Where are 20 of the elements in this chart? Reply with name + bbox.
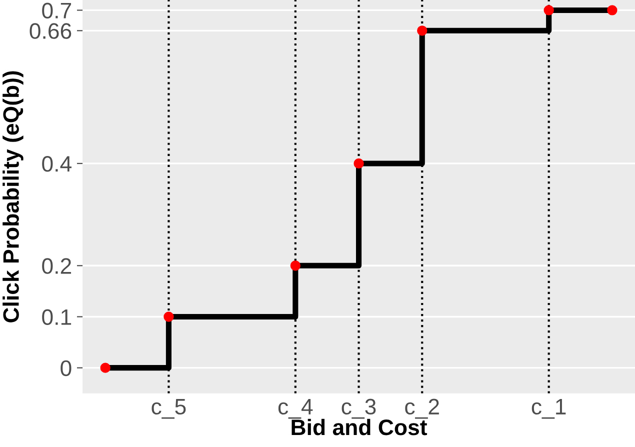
x-tick-label: c_5 — [152, 399, 186, 419]
y-tick-label: 0 — [60, 360, 72, 376]
y-tick-label: 0.66 — [30, 23, 72, 39]
y-axis-title: Click Probability (eQ(b)) — [2, 71, 24, 322]
point — [544, 5, 554, 16]
y-tick-label: 0.1 — [42, 309, 72, 325]
point — [290, 260, 301, 271]
point — [417, 26, 428, 36]
y-tick-label: 0.4 — [42, 156, 72, 172]
point — [607, 5, 618, 16]
x-axis-title: Bid and Cost — [292, 418, 428, 436]
point — [164, 312, 174, 322]
y-tick-label: 0.2 — [42, 258, 72, 274]
x-tick-label: c_4 — [278, 399, 313, 419]
x-tick-label: c_2 — [405, 398, 439, 419]
y-tick-label: 0.7 — [42, 2, 72, 18]
point — [354, 158, 364, 169]
point — [100, 362, 110, 373]
x-tick-label: c_1 — [532, 399, 566, 419]
x-tick-label: c_3 — [342, 398, 376, 419]
